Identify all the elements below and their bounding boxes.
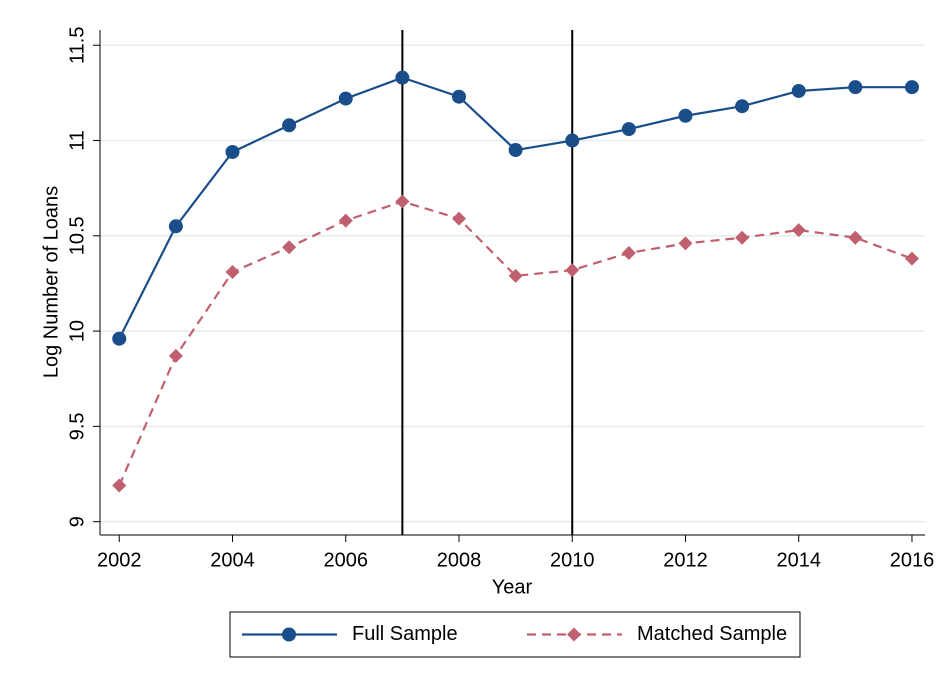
marker [451, 211, 466, 226]
marker [904, 251, 919, 266]
marker [112, 331, 127, 346]
marker [621, 245, 636, 260]
marker [565, 133, 580, 148]
marker [848, 80, 863, 95]
marker [395, 194, 410, 209]
x-axis-label: Year [492, 576, 533, 598]
marker [338, 213, 353, 228]
legend-label: Matched Sample [637, 623, 787, 645]
marker [567, 627, 581, 642]
marker [791, 223, 806, 238]
marker [621, 122, 636, 137]
y-tick-label: 9.5 [66, 412, 88, 440]
x-tick-label: 2010 [550, 549, 595, 571]
y-tick-label: 10.5 [66, 216, 88, 255]
marker [395, 70, 410, 85]
y-tick-label: 11.5 [66, 27, 88, 64]
x-tick-label: 2008 [437, 549, 482, 571]
marker [112, 478, 127, 493]
x-tick-label: 2004 [210, 549, 255, 571]
marker [678, 236, 693, 251]
marker [791, 83, 806, 98]
marker [338, 91, 353, 106]
y-axis-label: Log Number of Loans [40, 186, 62, 378]
y-tick-label: 11 [66, 130, 88, 151]
series-line [118, 200, 913, 486]
y-tick-label: 9 [66, 516, 88, 527]
marker [168, 219, 183, 234]
x-tick-label: 2016 [890, 549, 935, 571]
marker [904, 80, 919, 95]
x-tick-label: 2002 [97, 549, 142, 571]
marker [565, 263, 580, 278]
marker [282, 240, 297, 255]
x-tick-label: 2006 [323, 549, 368, 571]
x-tick-label: 2014 [776, 549, 821, 571]
marker [282, 118, 297, 133]
marker [168, 348, 183, 363]
legend-label: Full Sample [352, 623, 458, 645]
x-tick-label: 2012 [663, 549, 708, 571]
marker [225, 265, 240, 280]
marker [225, 144, 240, 159]
marker [848, 230, 863, 245]
marker [508, 143, 523, 158]
marker [678, 108, 693, 123]
marker [451, 89, 466, 104]
marker [282, 627, 296, 642]
y-tick-label: 10 [66, 320, 88, 342]
marker [735, 99, 750, 114]
legend: Full Sample Matched Sample [229, 611, 801, 658]
marker [508, 268, 523, 283]
marker [735, 230, 750, 245]
